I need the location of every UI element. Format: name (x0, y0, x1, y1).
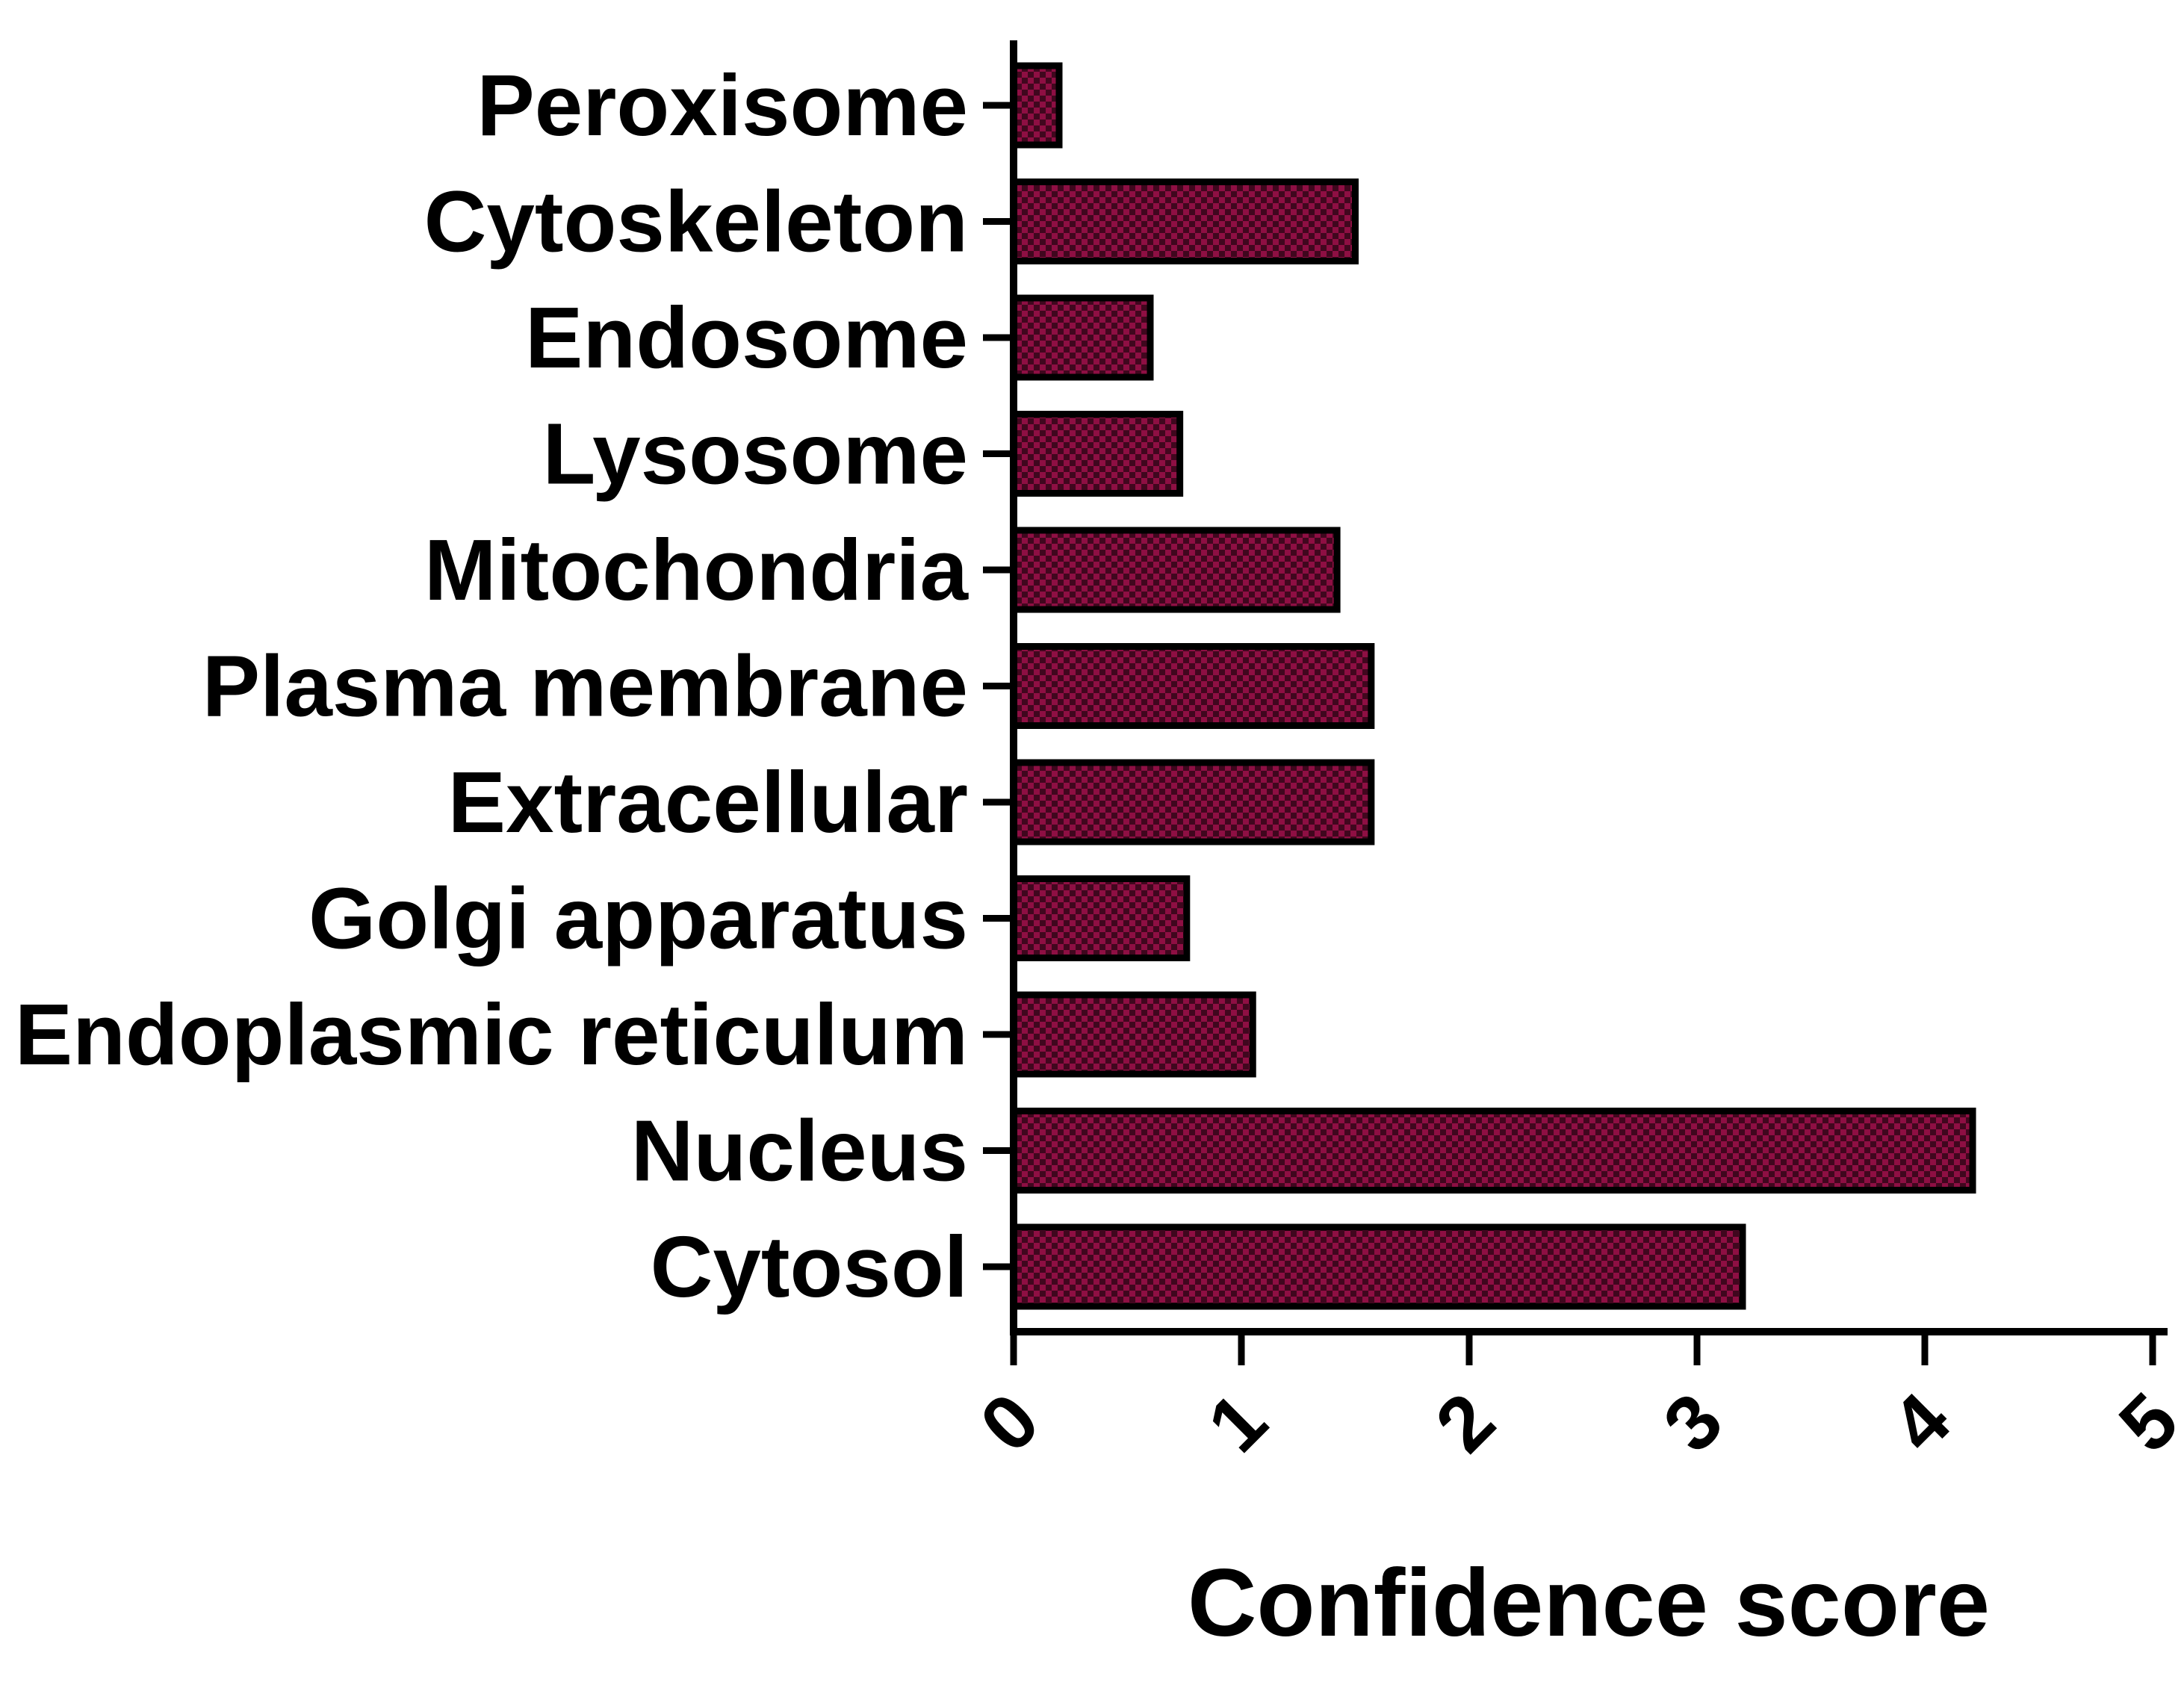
category-label: Endosome (525, 289, 968, 386)
category-label: Extracellular (448, 754, 968, 851)
category-label: Cytosol (651, 1218, 968, 1315)
category-label: Lysosome (543, 406, 968, 503)
category-label: Golgi apparatus (308, 870, 968, 967)
x-tick-label: 3 (1648, 1377, 1740, 1469)
bar-mitochondria (1010, 527, 1341, 613)
category-label: Peroxisome (477, 57, 968, 154)
bar-endosome (1010, 294, 1154, 381)
x-tick-label: 4 (1876, 1377, 1967, 1468)
bar-cytosol (1010, 1223, 1746, 1310)
bars-layer (1010, 62, 1976, 1310)
category-labels: Peroxisome Cytoskeleton Endosome Lysosome Mi… (15, 57, 1014, 1315)
category-label: Plasma membrane (202, 638, 968, 735)
bar-plasma-membrane (1010, 643, 1375, 729)
bar-cytoskeleton (1010, 179, 1359, 264)
category-label: Endoplasmic reticulum (15, 986, 968, 1083)
category-label: Mitochondria (424, 521, 970, 618)
category-label: Cytoskeleton (424, 173, 968, 270)
bar-nucleus (1010, 1108, 1976, 1194)
x-ticks: 0 1 2 3 4 5 (964, 1332, 2184, 1468)
bar-endoplasmic-reticulum (1010, 991, 1256, 1078)
x-tick-label: 5 (2103, 1377, 2184, 1469)
bar-golgi-apparatus (1010, 875, 1191, 961)
bar-peroxisome (1010, 62, 1063, 149)
x-tick-label: 2 (1420, 1377, 1512, 1469)
x-axis-title: Confidence score (1188, 1550, 1990, 1657)
category-label: Nucleus (631, 1102, 968, 1200)
x-tick-label: 0 (964, 1377, 1056, 1469)
bar-extracellular (1010, 759, 1375, 845)
bar-lysosome (1010, 411, 1184, 497)
x-tick-label: 1 (1192, 1377, 1284, 1469)
